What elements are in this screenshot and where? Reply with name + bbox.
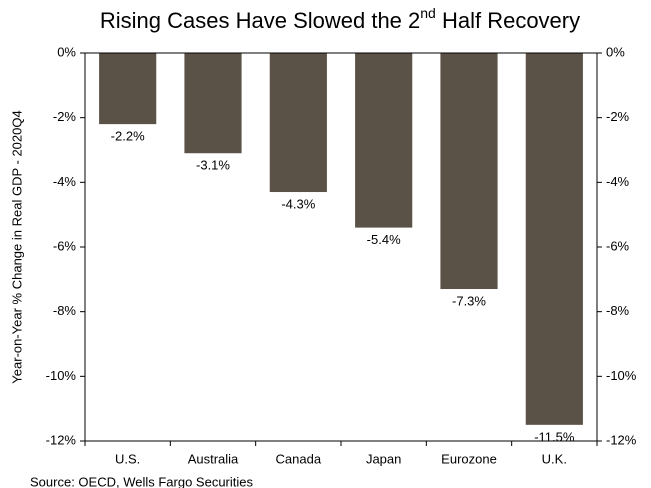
data-label: -4.3% xyxy=(281,196,315,211)
data-label: -3.1% xyxy=(196,158,230,173)
y2-tick-label: -2% xyxy=(606,109,630,124)
y2-tick-label: -12% xyxy=(606,432,637,447)
bar xyxy=(355,53,413,228)
y2-tick-label: -6% xyxy=(606,238,630,253)
y-axis-label: Year-on-Year % Change in Real GDP - 2020… xyxy=(9,110,24,383)
title-part: Rising Cases Have Slowed the 2 xyxy=(100,8,420,33)
y-tick-label: -2% xyxy=(53,109,77,124)
bar xyxy=(184,53,242,154)
x-tick-label: U.S. xyxy=(115,451,140,466)
y-tick-label: -12% xyxy=(46,432,77,447)
data-label: -7.3% xyxy=(452,293,486,308)
x-tick-label: Australia xyxy=(188,451,239,466)
y2-tick-label: 0% xyxy=(606,44,625,59)
y2-tick-label: -4% xyxy=(606,174,630,189)
title-part: Half Recovery xyxy=(436,8,580,33)
x-tick-label: U.K. xyxy=(542,451,567,466)
x-tick-label: Eurozone xyxy=(441,451,497,466)
chart-title: Rising Cases Have Slowed the 2nd Half Re… xyxy=(100,5,580,33)
y-tick-label: 0% xyxy=(57,44,76,59)
title-superscript: nd xyxy=(420,5,436,21)
data-label: -5.4% xyxy=(367,232,401,247)
y-tick-label: -6% xyxy=(53,238,77,253)
y-tick-label: -8% xyxy=(53,303,77,318)
x-tick-label: Japan xyxy=(366,451,401,466)
bar xyxy=(269,53,327,193)
bar xyxy=(525,53,583,425)
x-tick-label: Canada xyxy=(276,451,322,466)
source-note: Source: OECD, Wells Fargo Securities xyxy=(30,474,253,488)
y-tick-label: -4% xyxy=(53,174,77,189)
y2-tick-label: -8% xyxy=(606,303,630,318)
y2-tick-label: -10% xyxy=(606,368,637,383)
data-label: -11.5% xyxy=(534,429,575,444)
data-label: -2.2% xyxy=(111,129,145,144)
bar xyxy=(99,53,157,125)
bar xyxy=(440,53,498,290)
y-tick-label: -10% xyxy=(46,368,77,383)
